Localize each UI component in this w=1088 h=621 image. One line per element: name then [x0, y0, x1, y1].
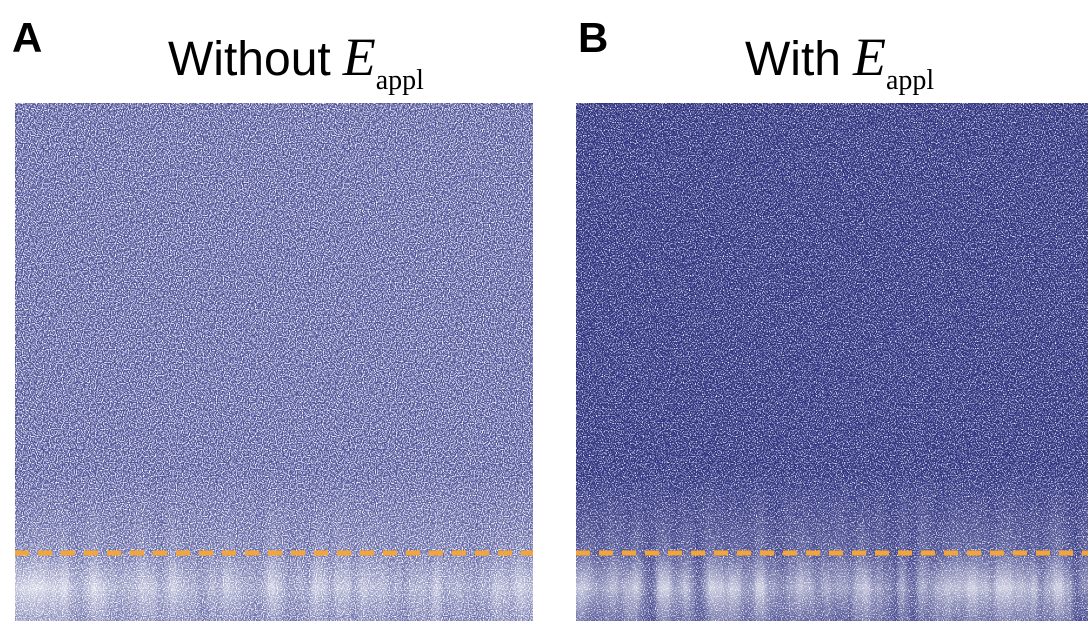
- panel-label: B: [578, 14, 608, 61]
- panel-b: B With Eappl: [576, 14, 1088, 621]
- title-text: With: [745, 33, 841, 86]
- panel-title: Without Eappl: [168, 27, 424, 96]
- bright-band: [15, 103, 533, 621]
- title-subscript: appl: [376, 65, 424, 96]
- title-symbol: E: [852, 27, 886, 87]
- panel-title: With Eappl: [745, 27, 934, 96]
- bright-band: [576, 103, 1088, 621]
- panel-a: A Without Eappl: [12, 14, 533, 621]
- title-symbol: E: [342, 27, 376, 87]
- panel-label: A: [12, 14, 42, 61]
- title-text: Without: [168, 33, 331, 86]
- title-subscript: appl: [886, 65, 934, 96]
